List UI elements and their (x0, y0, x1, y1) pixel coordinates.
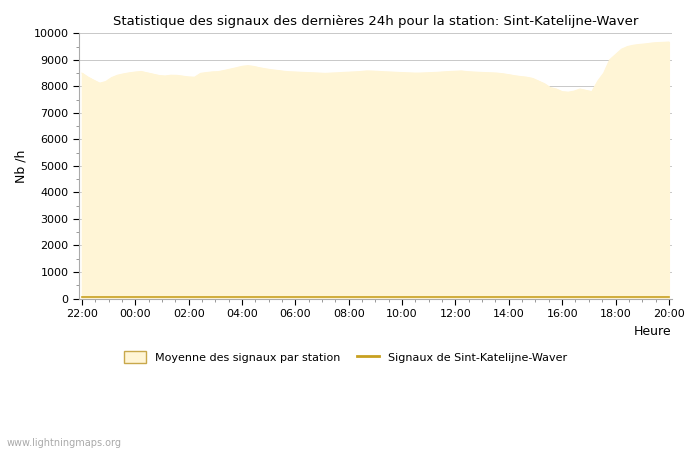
Y-axis label: Nb /h: Nb /h (15, 149, 28, 183)
Text: www.lightningmaps.org: www.lightningmaps.org (7, 438, 122, 448)
Legend: Moyenne des signaux par station, Signaux de Sint-Katelijne-Waver: Moyenne des signaux par station, Signaux… (120, 347, 572, 367)
X-axis label: Heure: Heure (634, 324, 672, 338)
Title: Statistique des signaux des dernières 24h pour la station: Sint-Katelijne-Waver: Statistique des signaux des dernières 24… (113, 15, 638, 28)
